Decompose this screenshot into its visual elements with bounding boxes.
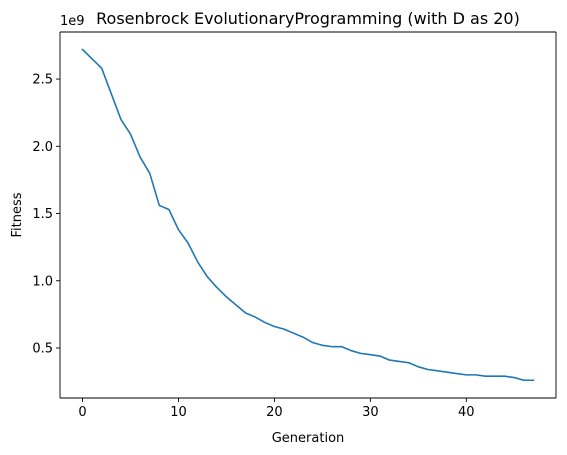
chart-title: Rosenbrock EvolutionaryProgramming (with…: [96, 9, 520, 28]
axis-ticks: 0 10 20 30 40 0.5 1.0 1.5 2.0 2.5: [32, 73, 474, 420]
axes-frame: [59, 31, 557, 399]
x-tick-label: 40: [458, 405, 475, 420]
y-tick-label: 1.5: [32, 207, 53, 222]
y-tick-label: 0.5: [32, 341, 53, 356]
x-axis-label: Generation: [272, 431, 345, 446]
y-tick-label: 1.0: [32, 274, 53, 289]
x-tick-label: 30: [362, 405, 379, 420]
y-tick-label: 2.5: [32, 73, 53, 88]
y-axis-label: Fitness: [10, 192, 25, 237]
y-tick-label: 2.0: [32, 140, 53, 155]
plot-area: [60, 32, 556, 398]
y-axis-offset-label: 1e9: [60, 14, 85, 29]
x-tick-label: 10: [170, 405, 187, 420]
fitness-series-line: [81, 48, 535, 382]
x-tick-label: 0: [78, 405, 86, 420]
x-tick-label: 20: [266, 405, 283, 420]
